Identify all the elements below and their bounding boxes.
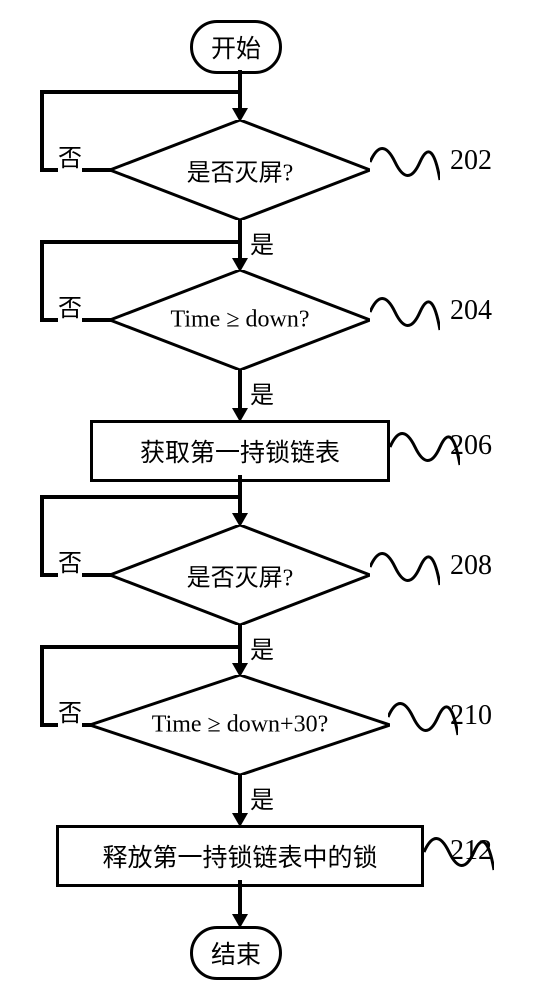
- flowchart-container: 开始 是否灭屏? 202 否 是 Time ≥ down? 204 否 是: [20, 20, 513, 980]
- step-210: 210: [450, 700, 492, 732]
- decision-1: 是否灭屏?: [110, 120, 370, 220]
- wave-202: [370, 140, 440, 185]
- decision-3: 是否灭屏?: [110, 525, 370, 625]
- edge-d2-no-top: [40, 240, 240, 244]
- process-2: 释放第一持锁链表中的锁: [56, 825, 424, 887]
- end-label: 结束: [211, 942, 261, 969]
- decision-4: Time ≥ down+30?: [90, 675, 390, 775]
- edge-d1-no-top: [40, 90, 240, 94]
- process-1-label: 获取第一持锁链表: [140, 440, 340, 467]
- edge-d4-no-v: [40, 647, 44, 727]
- d2-yes-label: 是: [250, 375, 274, 410]
- start-label: 开始: [211, 36, 261, 63]
- decision-2: Time ≥ down?: [110, 270, 370, 370]
- wave-204: [370, 290, 440, 335]
- step-204: 204: [450, 295, 492, 327]
- d1-yes-label: 是: [250, 225, 274, 260]
- process-1: 获取第一持锁链表: [90, 420, 390, 482]
- d3-no-label: 否: [58, 543, 82, 578]
- step-208: 208: [450, 550, 492, 582]
- decision-3-label: 是否灭屏?: [187, 558, 294, 593]
- edge-d4-no-top: [40, 645, 240, 649]
- decision-4-label: Time ≥ down+30?: [152, 712, 329, 739]
- edge-p2-end: [238, 880, 242, 916]
- start-node: 开始: [190, 20, 282, 74]
- edge-d3-no-top: [40, 495, 240, 499]
- edge-d2-p1: [238, 370, 242, 410]
- decision-2-label: Time ≥ down?: [171, 307, 310, 334]
- d4-no-label: 否: [58, 693, 82, 728]
- edge-d2-no-v: [40, 242, 44, 322]
- edge-d4-p2: [238, 775, 242, 815]
- d4-yes-label: 是: [250, 780, 274, 815]
- end-node: 结束: [190, 926, 282, 980]
- d3-yes-label: 是: [250, 630, 274, 665]
- process-2-label: 释放第一持锁链表中的锁: [102, 845, 377, 872]
- d2-no-label: 否: [58, 288, 82, 323]
- d1-no-label: 否: [58, 138, 82, 173]
- step-212: 212: [450, 835, 492, 867]
- decision-1-label: 是否灭屏?: [187, 153, 294, 188]
- wave-210: [388, 695, 458, 740]
- edge-d1-no-v: [40, 92, 44, 172]
- step-202: 202: [450, 145, 492, 177]
- wave-208: [370, 545, 440, 590]
- edge-d3-no-v: [40, 497, 44, 577]
- step-206: 206: [450, 430, 492, 462]
